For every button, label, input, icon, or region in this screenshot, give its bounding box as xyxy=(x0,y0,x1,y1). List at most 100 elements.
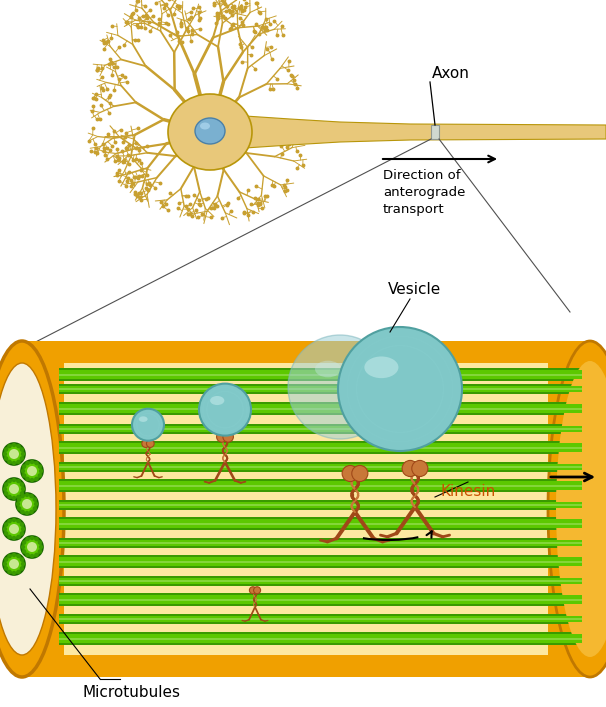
Circle shape xyxy=(17,497,21,502)
Circle shape xyxy=(38,473,42,478)
Circle shape xyxy=(4,557,8,561)
Circle shape xyxy=(7,534,12,539)
Circle shape xyxy=(12,571,16,575)
Bar xyxy=(59,638,582,640)
Circle shape xyxy=(6,556,22,572)
Bar xyxy=(59,557,582,566)
Bar xyxy=(22,341,590,363)
Circle shape xyxy=(35,553,39,557)
Circle shape xyxy=(199,384,251,436)
Bar xyxy=(59,576,582,586)
Circle shape xyxy=(223,432,233,442)
Circle shape xyxy=(19,557,24,561)
Circle shape xyxy=(12,443,16,448)
Circle shape xyxy=(30,478,34,482)
Circle shape xyxy=(30,554,34,559)
Circle shape xyxy=(19,491,24,496)
Circle shape xyxy=(9,449,19,459)
Circle shape xyxy=(25,510,29,515)
Circle shape xyxy=(253,587,261,594)
Circle shape xyxy=(412,460,428,477)
Circle shape xyxy=(3,452,7,456)
Circle shape xyxy=(30,460,34,464)
Circle shape xyxy=(132,409,164,440)
Circle shape xyxy=(16,460,21,464)
Bar xyxy=(59,462,582,472)
Circle shape xyxy=(21,487,25,491)
Ellipse shape xyxy=(139,416,148,422)
Circle shape xyxy=(20,510,25,514)
Bar xyxy=(22,657,590,677)
Circle shape xyxy=(21,527,25,531)
Circle shape xyxy=(19,448,24,452)
Circle shape xyxy=(216,432,227,442)
Circle shape xyxy=(22,499,32,509)
Circle shape xyxy=(35,461,39,465)
Circle shape xyxy=(3,553,25,575)
Circle shape xyxy=(7,554,12,559)
Circle shape xyxy=(12,518,16,522)
Circle shape xyxy=(16,554,21,559)
Circle shape xyxy=(9,524,19,534)
Circle shape xyxy=(7,495,12,499)
Circle shape xyxy=(9,484,19,494)
Bar xyxy=(59,561,582,563)
Bar xyxy=(59,519,582,528)
Circle shape xyxy=(3,562,7,566)
Polygon shape xyxy=(245,116,606,148)
Bar xyxy=(59,542,582,544)
Text: Vesicle: Vesicle xyxy=(388,282,441,297)
Bar xyxy=(64,359,548,659)
Circle shape xyxy=(21,536,43,558)
Circle shape xyxy=(16,444,21,448)
Bar xyxy=(59,402,582,415)
Circle shape xyxy=(147,440,154,448)
Circle shape xyxy=(3,443,25,465)
Circle shape xyxy=(4,456,8,461)
Circle shape xyxy=(27,542,37,552)
Circle shape xyxy=(22,464,27,469)
Circle shape xyxy=(19,482,24,486)
Circle shape xyxy=(22,473,27,478)
Circle shape xyxy=(12,461,16,465)
Bar xyxy=(59,595,582,604)
Circle shape xyxy=(35,537,39,542)
Circle shape xyxy=(27,466,37,476)
Circle shape xyxy=(4,491,8,496)
Ellipse shape xyxy=(210,396,224,405)
Ellipse shape xyxy=(315,361,341,378)
Bar xyxy=(59,370,582,379)
Bar xyxy=(59,424,582,434)
Bar xyxy=(59,466,582,468)
Circle shape xyxy=(29,494,34,498)
Text: Axon: Axon xyxy=(432,66,470,81)
Circle shape xyxy=(19,566,24,571)
Circle shape xyxy=(4,531,8,536)
Bar xyxy=(59,368,582,381)
Bar xyxy=(59,618,582,620)
Circle shape xyxy=(21,545,25,549)
Bar xyxy=(431,125,439,139)
Circle shape xyxy=(34,502,38,506)
Circle shape xyxy=(12,553,16,557)
Circle shape xyxy=(25,477,30,481)
Circle shape xyxy=(19,531,24,536)
Bar xyxy=(59,502,582,508)
Circle shape xyxy=(3,527,7,531)
Bar xyxy=(59,578,582,584)
Circle shape xyxy=(39,469,43,473)
Circle shape xyxy=(4,566,8,571)
Circle shape xyxy=(288,335,392,439)
Circle shape xyxy=(16,479,21,484)
Bar xyxy=(59,384,582,394)
Bar xyxy=(59,426,582,432)
Bar xyxy=(59,500,582,510)
Circle shape xyxy=(16,519,21,523)
Circle shape xyxy=(402,460,418,477)
Ellipse shape xyxy=(195,118,225,144)
Bar xyxy=(59,634,582,643)
Bar xyxy=(59,593,582,606)
Bar xyxy=(22,341,590,361)
Bar xyxy=(59,614,582,624)
Circle shape xyxy=(24,539,40,555)
